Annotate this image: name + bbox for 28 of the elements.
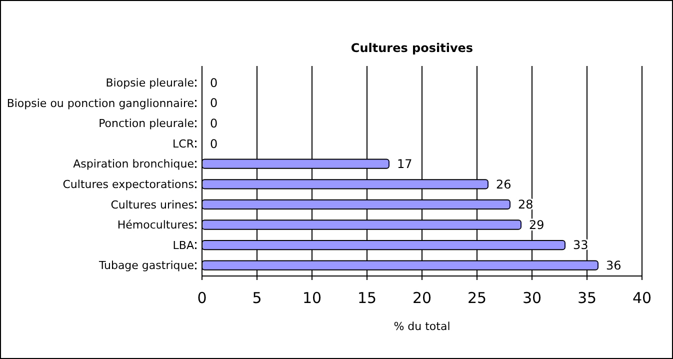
data-label: 17 (397, 157, 412, 172)
x-tick-label: 35 (577, 289, 597, 307)
y-tick-label: Ponction pleurale (98, 117, 194, 130)
x-tick-label: 25 (467, 289, 487, 307)
data-label: 0 (210, 76, 218, 90)
data-label: 0 (210, 96, 218, 110)
y-tick-label: Biopsie ou ponction ganglionnaire (6, 96, 194, 110)
x-tick-label: 10 (302, 289, 322, 307)
x-tick-label: 30 (522, 289, 542, 307)
y-tick-label: Biopsie pleurale (106, 76, 194, 90)
y-tick-label: Cultures expectorations (62, 178, 194, 191)
x-tick-label: 20 (412, 289, 432, 307)
data-label: 0 (210, 136, 218, 151)
chart-title: Cultures positives (350, 41, 474, 55)
y-tick-label: LCR (172, 137, 194, 150)
x-tick-label: 0 (197, 289, 207, 307)
y-tick-label: LBA (172, 238, 194, 252)
data-label: 0 (210, 116, 218, 130)
y-tick-label: Hémocultures (117, 218, 194, 232)
x-tick-label: 40 (632, 289, 652, 307)
x-tick-label: 15 (357, 289, 377, 307)
data-label: 36 (606, 258, 622, 273)
data-label: 26 (496, 177, 512, 192)
x-tick-label: 5 (252, 289, 262, 307)
y-tick-label: Aspiration bronchique (73, 158, 194, 171)
y-tick-label: Tubage gastrique (98, 259, 194, 272)
y-tick-label: Cultures urines (110, 198, 194, 212)
x-axis-title: % du total (394, 320, 450, 333)
